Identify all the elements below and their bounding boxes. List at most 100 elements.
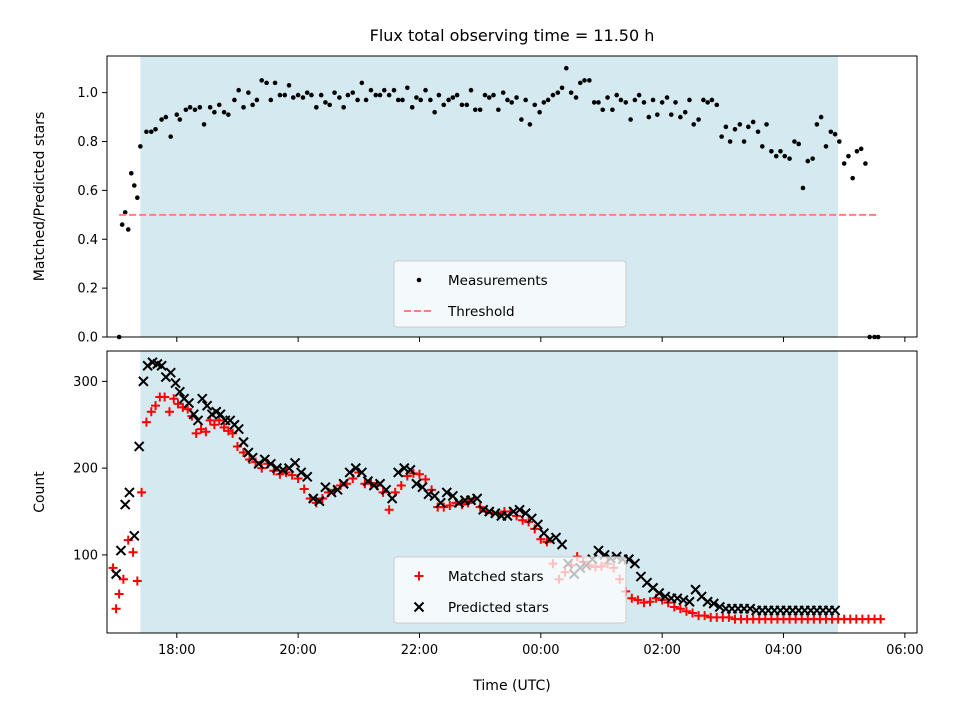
matched-stars-point xyxy=(141,417,151,427)
predicted-stars-point xyxy=(465,495,477,506)
measurements-point xyxy=(600,107,606,113)
predicted-stars-point xyxy=(156,360,167,371)
measurements-point xyxy=(428,97,433,103)
measurements-point xyxy=(500,90,506,95)
measurements-point xyxy=(541,100,547,105)
matched-stars-point xyxy=(128,547,138,557)
top-plot-frame xyxy=(106,55,918,338)
predicted-stars-point xyxy=(170,377,181,389)
y-tick-label: 0.4 xyxy=(77,233,98,248)
predicted-stars-point xyxy=(277,464,289,476)
measurements-point xyxy=(250,102,255,108)
matched-stars-point xyxy=(169,394,179,404)
measurements-point xyxy=(582,78,587,83)
measurements-point xyxy=(381,87,387,93)
predicted-stars-point xyxy=(435,497,446,509)
measurements-point xyxy=(659,100,665,105)
bottom-panel: 18:00 20:00 22:00 00:00 02:00 04:00 06:00 100 20… xyxy=(32,350,924,658)
matched-stars-point xyxy=(384,505,394,515)
measurements-point xyxy=(272,80,278,86)
measurements-point xyxy=(368,87,374,93)
measurements-point xyxy=(177,117,183,122)
predicted-stars-point xyxy=(477,504,489,515)
measurements-point xyxy=(359,80,365,86)
measurements-point xyxy=(723,124,729,130)
matched-stars-point xyxy=(137,487,147,497)
matched-stars-point xyxy=(173,399,183,409)
measurements-series xyxy=(116,65,881,340)
measurements-point xyxy=(491,92,496,98)
predicted-stars-point xyxy=(593,545,604,556)
measurements-point xyxy=(605,95,610,100)
predicted-stars-point xyxy=(672,593,683,604)
x-tick-label: 00:00 xyxy=(522,643,559,658)
matched-stars-point xyxy=(445,500,455,510)
measurements-point xyxy=(138,144,143,149)
measurements-point xyxy=(259,78,265,83)
measurements-point xyxy=(119,222,125,227)
x-tick-label: 04:00 xyxy=(765,643,802,658)
legend-label-predicted-stars: Predicted stars xyxy=(448,600,549,616)
measurements-point xyxy=(486,95,492,100)
measurements-point xyxy=(148,129,154,135)
matched-stars-point xyxy=(151,401,161,411)
measurements-point xyxy=(846,153,851,159)
measurements-point xyxy=(641,100,647,105)
predicted-stars-point xyxy=(829,605,841,616)
matched-stars-point xyxy=(675,604,685,614)
measurements-point xyxy=(814,122,820,127)
measurements-point xyxy=(818,114,824,120)
measurements-point xyxy=(277,92,283,98)
measurements-point xyxy=(304,90,310,95)
top-panel: 0.0 0.2 0.4 0.6 0.8 1.0 Matched/Predicted sta… xyxy=(32,55,918,346)
measurements-point xyxy=(828,129,834,135)
measurements-point xyxy=(318,92,324,98)
matched-stars-legend-marker xyxy=(414,571,424,581)
predicted-stars-point xyxy=(678,594,689,606)
measurements-point xyxy=(837,139,842,144)
measurements-point xyxy=(482,92,488,98)
predicted-stars-point xyxy=(326,487,337,498)
measurements-point xyxy=(805,158,811,164)
measurements-point xyxy=(377,92,383,98)
measurements-point xyxy=(545,97,551,103)
measurements-point xyxy=(787,156,792,161)
x-axis-label: Time (UTC) xyxy=(472,678,550,694)
measurements-point xyxy=(701,97,706,103)
measurements-point xyxy=(221,109,227,115)
bottom-axis-ticks: 18:00 20:00 22:00 00:00 02:00 04:00 06:00 100 20… xyxy=(73,375,923,658)
measurements-point xyxy=(295,92,301,98)
measurements-point xyxy=(232,97,237,103)
measurements-point xyxy=(850,175,855,181)
x-tick-label: 20:00 xyxy=(279,643,316,658)
predicted-stars-point xyxy=(508,506,519,517)
legend-label-measurements: Measurements xyxy=(448,273,548,289)
measurements-point xyxy=(400,97,405,103)
matched-stars-point xyxy=(645,597,655,607)
measurements-point xyxy=(350,90,356,95)
measurements-point xyxy=(646,114,652,120)
measurements-point xyxy=(174,112,180,117)
predicted-stars-point xyxy=(684,596,695,607)
predicted-stars-point xyxy=(238,436,249,448)
predicted-stars-point xyxy=(629,558,641,569)
measurements-point xyxy=(610,107,615,113)
measurements-point xyxy=(201,122,207,127)
predicted-stars-point xyxy=(556,539,568,550)
predicted-stars-point xyxy=(295,467,307,478)
measurements-point xyxy=(810,156,815,161)
measurements-point xyxy=(514,95,519,100)
measurements-point xyxy=(432,109,437,115)
measurements-point xyxy=(168,134,174,139)
measurements-point xyxy=(841,161,847,166)
matched-stars-point xyxy=(111,604,121,614)
measurements-point xyxy=(459,102,465,108)
predicted-stars-point xyxy=(544,534,556,545)
measurements-point xyxy=(636,92,642,98)
predicted-stars-point xyxy=(138,376,149,387)
matched-stars-point xyxy=(681,606,691,616)
measurements-point xyxy=(436,92,442,98)
measurements-point xyxy=(391,87,397,93)
predicted-stars-legend-marker xyxy=(413,601,425,613)
